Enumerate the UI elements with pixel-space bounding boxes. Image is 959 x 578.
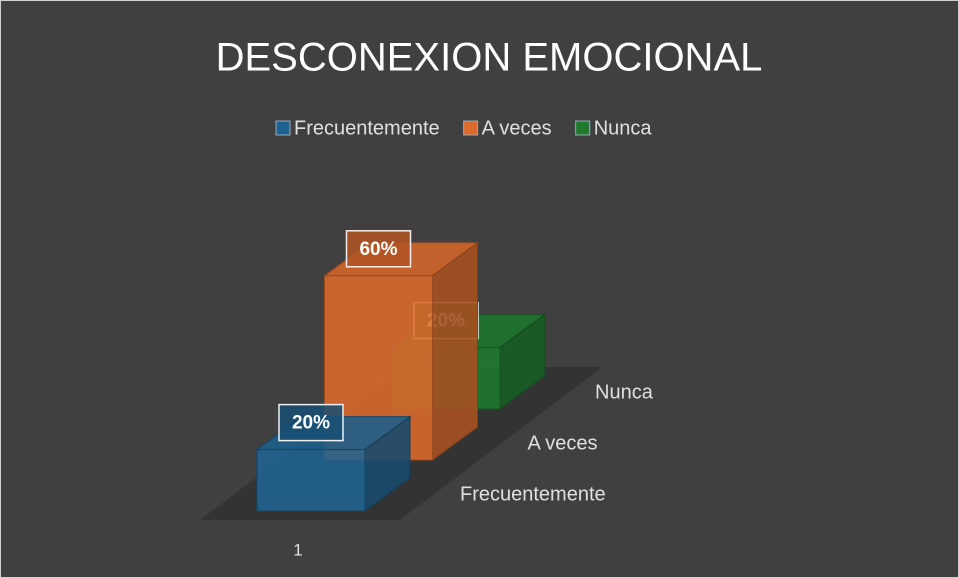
legend-swatch	[463, 120, 479, 136]
legend-label: Nunca	[594, 117, 653, 139]
data-label: 20%	[278, 403, 344, 442]
x-tick-label: 1	[293, 540, 302, 559]
depth-tick-label: Frecuentemente	[460, 483, 606, 505]
data-label: 60%	[345, 230, 412, 268]
legend-label: Frecuentemente	[294, 117, 440, 139]
depth-tick-label: Nunca	[595, 381, 654, 403]
data-label-box	[278, 403, 344, 442]
legend-swatch	[575, 120, 591, 136]
depth-tick-label: A veces	[528, 432, 598, 454]
legend-swatch	[275, 120, 291, 136]
chart-title: DESCONEXION EMOCIONAL	[216, 36, 763, 80]
bar-side	[432, 241, 478, 461]
data-label-box	[345, 230, 412, 268]
data-label-text: 20%	[292, 413, 330, 434]
legend: Frecuentemente A veces Nunca	[275, 117, 653, 139]
data-label-text: 60%	[359, 239, 397, 260]
bar	[256, 449, 366, 512]
legend-label: A veces	[482, 117, 552, 139]
